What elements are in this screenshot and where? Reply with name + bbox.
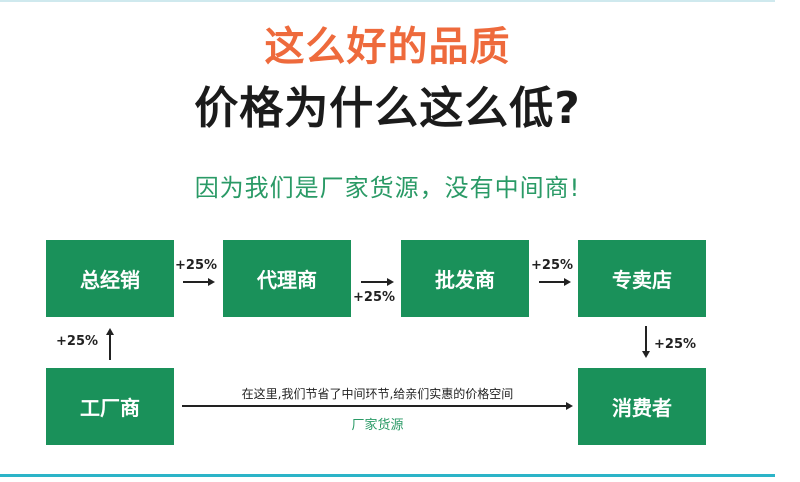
arrow-right-icon (539, 278, 571, 286)
headline-question: 价格为什么这么低? (194, 83, 581, 134)
markup-label: +25% (353, 290, 396, 305)
top-divider (0, 0, 775, 2)
headline-quality: 这么好的品质 (264, 24, 511, 70)
markup-label: +25% (175, 258, 218, 273)
markup-label: +25% (56, 334, 99, 349)
node-general-distributor: 总经销 (46, 240, 174, 317)
arrow-down-icon (642, 326, 650, 358)
arrow-right-icon (361, 278, 394, 286)
bottom-divider (0, 474, 775, 477)
node-factory: 工厂商 (46, 368, 174, 445)
node-agent: 代理商 (223, 240, 351, 317)
direct-label: 厂家货源 (351, 418, 404, 433)
markup-label: +25% (654, 337, 697, 352)
arrow-right-icon (183, 278, 215, 286)
arrow-direct-icon (182, 402, 573, 410)
direct-note: 在这里,我们节省了中间环节,给亲们实惠的价格空间 (241, 387, 514, 401)
node-wholesaler: 批发商 (401, 240, 529, 317)
node-store: 专卖店 (578, 240, 706, 317)
arrow-up-icon (106, 328, 114, 360)
markup-label: +25% (531, 258, 574, 273)
node-consumer: 消费者 (578, 368, 706, 445)
headline-answer: 因为我们是厂家货源，没有中间商! (194, 174, 581, 202)
